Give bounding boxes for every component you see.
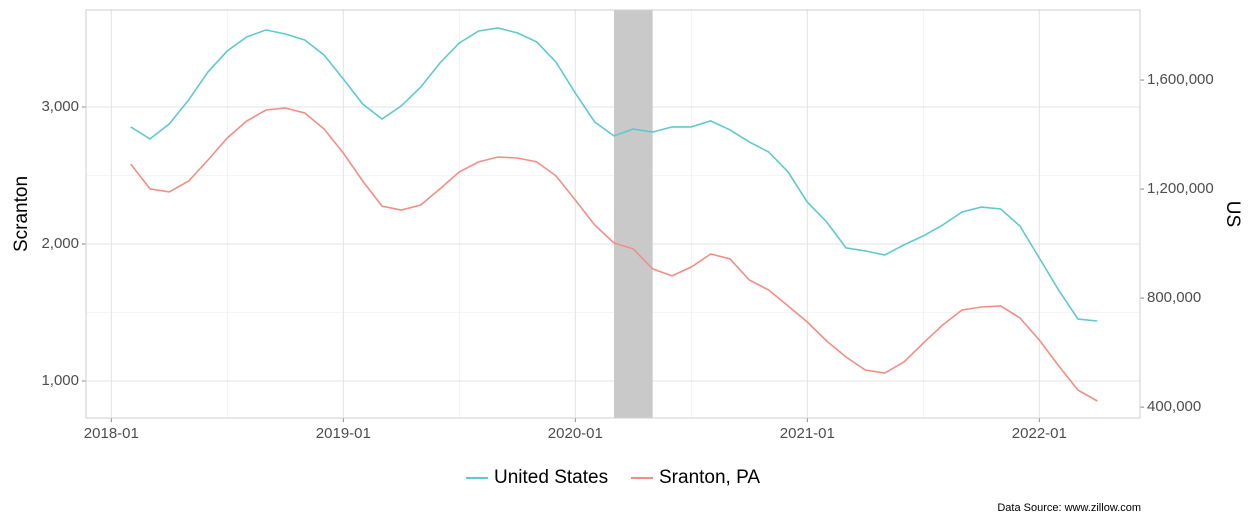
y2-axis-title: US [1222, 201, 1243, 227]
y2-tick-label: 400,000 [1147, 398, 1201, 415]
y2-tick-label: 1,600,000 [1147, 71, 1214, 88]
x-tick-label: 2022-01 [1012, 425, 1067, 442]
y-tick-label: 2,000 [41, 235, 79, 252]
x-tick-label: 2021-01 [780, 425, 835, 442]
recession-shade [614, 10, 653, 418]
caption: Data Source: www.zillow.com [997, 502, 1141, 514]
y-axis-title: Scranton [11, 176, 32, 252]
y-tick-label: 1,000 [41, 372, 79, 389]
y2-tick-label: 1,200,000 [1147, 180, 1214, 197]
series-line [130, 107, 1098, 402]
x-tick-label: 2018-01 [84, 425, 139, 442]
legend-label: United States [494, 467, 608, 488]
plot-border [85, 9, 1141, 419]
x-tick-label: 2019-01 [316, 425, 371, 442]
series-line [130, 27, 1098, 322]
legend-label: Sranton, PA [659, 467, 760, 488]
y2-tick-label: 800,000 [1147, 289, 1201, 306]
y-tick-label: 3,000 [41, 98, 79, 115]
x-tick-label: 2020-01 [548, 425, 603, 442]
